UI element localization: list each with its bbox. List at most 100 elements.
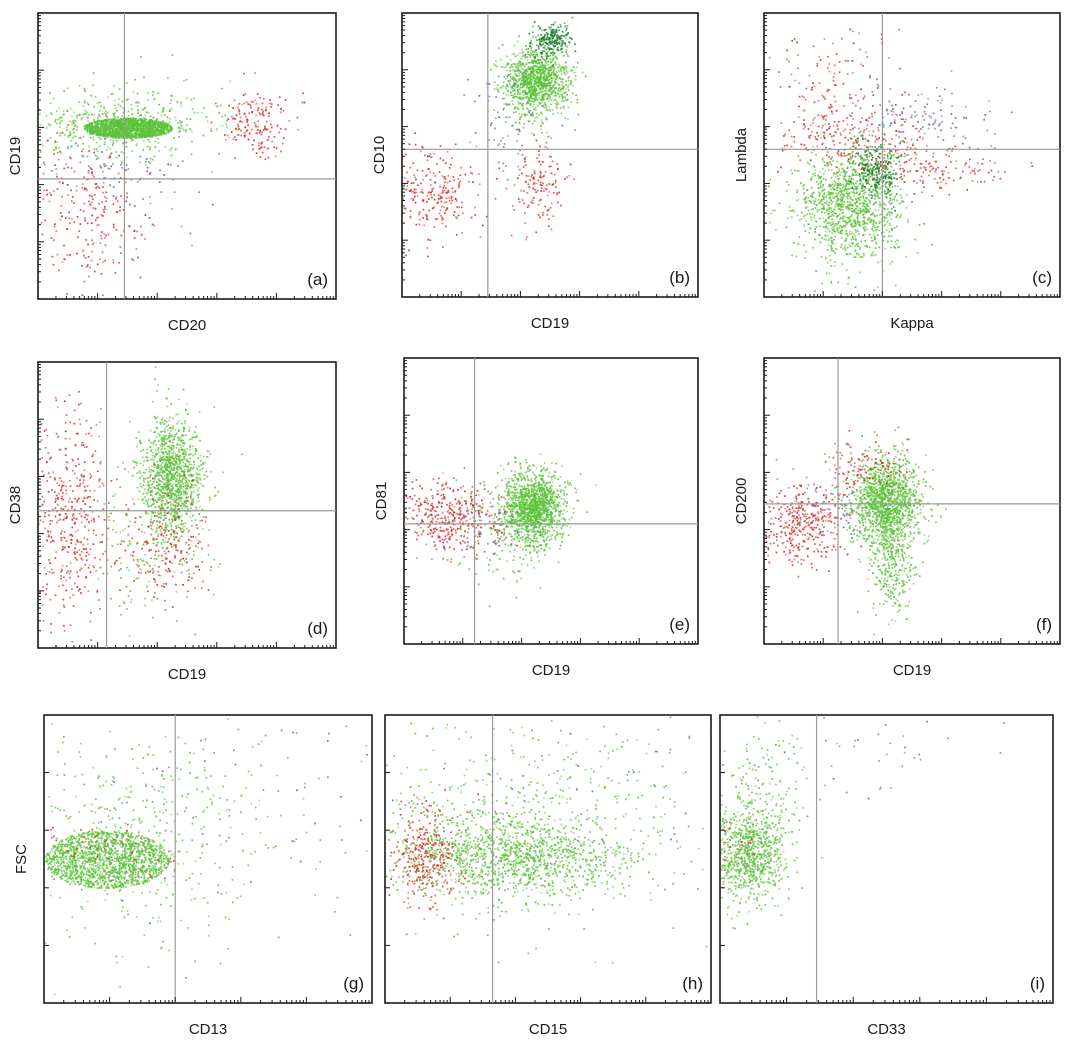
event-dot [104, 125, 106, 128]
event-dot [819, 192, 821, 194]
event-dot [845, 238, 848, 240]
event-dot [900, 202, 902, 204]
event-dot [882, 175, 885, 178]
event-dot [537, 71, 540, 74]
event-dot [148, 133, 151, 136]
event-dot [103, 112, 106, 114]
event-dot [550, 67, 553, 70]
event-dot [840, 164, 843, 166]
event-dot [812, 208, 815, 210]
event-dot [157, 131, 159, 133]
event-dot [914, 159, 917, 161]
event-dot [532, 67, 535, 70]
event-dot [67, 124, 70, 126]
event-dot [854, 229, 857, 231]
event-dot [43, 163, 46, 166]
event-dot [553, 84, 555, 86]
event-dot [101, 132, 104, 135]
event-dot [97, 117, 99, 120]
event-dot [113, 126, 116, 129]
event-dot [878, 246, 881, 249]
event-dot [561, 34, 563, 37]
event-dot [848, 197, 851, 200]
event-dot [112, 92, 114, 95]
event-dot [525, 75, 528, 78]
event-dot [448, 199, 451, 202]
event-dot [151, 158, 154, 161]
event-dot [445, 191, 447, 194]
event-dot [531, 65, 533, 68]
event-dot [563, 69, 565, 72]
event-dot [238, 109, 240, 111]
event-dot [845, 184, 848, 187]
event-dot [128, 134, 131, 137]
event-dot [422, 178, 424, 181]
event-dot [69, 222, 71, 225]
event-dot [478, 183, 481, 186]
event-dot [130, 123, 133, 125]
event-dot [542, 211, 544, 214]
event-dot [844, 179, 847, 182]
event-dot [147, 138, 150, 141]
x-axis-label: CD20 [168, 317, 206, 334]
event-dot [140, 132, 142, 135]
event-dot [521, 153, 524, 156]
event-dot [50, 112, 52, 114]
event-dot [159, 123, 161, 125]
event-dot [90, 222, 93, 224]
event-dot [490, 68, 492, 71]
event-dot [426, 195, 429, 197]
event-dot [108, 122, 110, 125]
event-dot [894, 194, 897, 197]
event-dot [136, 105, 139, 107]
event-dot [101, 122, 104, 125]
event-dot [240, 129, 242, 132]
event-dot [246, 129, 249, 132]
event-dot [848, 194, 851, 197]
event-dot [85, 128, 87, 131]
event-dot [120, 134, 122, 137]
event-dot [453, 179, 455, 181]
event-dot [446, 207, 448, 209]
event-dot [238, 112, 241, 115]
event-dot [439, 195, 442, 198]
event-dot [412, 190, 414, 193]
event-dot [523, 84, 526, 86]
event-dot [426, 247, 429, 249]
event-dot [538, 89, 541, 91]
event-dot [538, 71, 541, 74]
event-dot [100, 166, 102, 169]
event-dot [817, 199, 820, 201]
event-dot [152, 94, 154, 96]
event-dot [87, 127, 90, 129]
event-dot [46, 139, 49, 142]
event-dot [92, 207, 95, 209]
event-dot [551, 48, 554, 50]
event-dot [539, 64, 542, 66]
event-dot [280, 111, 282, 114]
event-dot [56, 151, 59, 154]
event-dot [855, 212, 857, 214]
event-dot [522, 71, 524, 74]
event-dot [516, 75, 518, 77]
event-dot [835, 166, 837, 168]
event-dot [232, 138, 235, 141]
event-dot [831, 218, 833, 220]
event-dot [149, 196, 151, 198]
event-dot [49, 137, 52, 139]
event-dot [876, 226, 878, 229]
event-dot [120, 163, 122, 166]
event-dot [548, 72, 550, 74]
event-dot [106, 126, 109, 129]
event-dot [46, 193, 48, 196]
event-dot [555, 31, 557, 33]
event-dot [531, 132, 533, 135]
event-dot [120, 136, 123, 138]
event-dot [556, 104, 558, 106]
event-dot [91, 239, 93, 242]
event-dot [873, 221, 876, 224]
event-dot [85, 125, 88, 128]
event-dot [62, 131, 64, 134]
event-dot [554, 91, 557, 94]
event-dot [478, 173, 480, 175]
